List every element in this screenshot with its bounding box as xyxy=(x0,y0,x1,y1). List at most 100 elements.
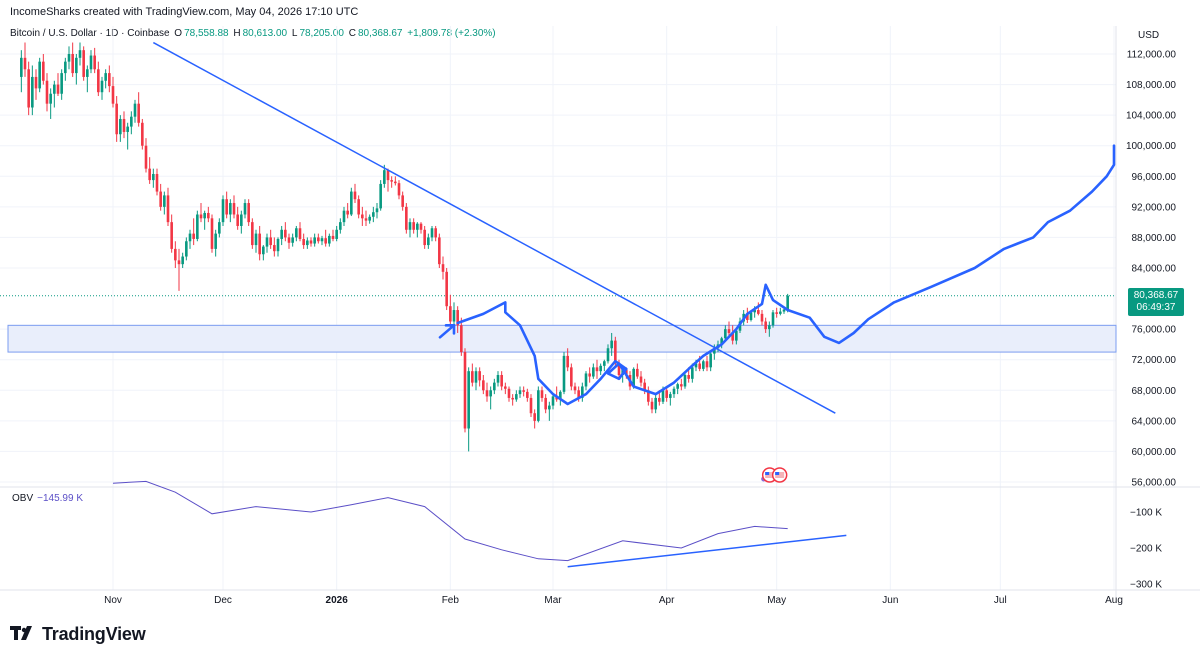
candle-body xyxy=(390,180,393,182)
close-value: 80,368.67 xyxy=(357,28,403,39)
candle-body xyxy=(144,145,148,169)
obv-tick-label: −300 K xyxy=(1130,580,1162,591)
candle-body xyxy=(592,367,595,377)
candle-body xyxy=(650,401,654,410)
bar-countdown: 06:49:37 xyxy=(1136,302,1176,313)
candle-body xyxy=(526,391,529,398)
candle-body xyxy=(771,312,775,326)
candle-body xyxy=(394,181,397,184)
candle-body xyxy=(64,61,67,74)
candle-body xyxy=(163,195,166,207)
candle-body xyxy=(562,355,566,392)
candle-body xyxy=(412,222,415,230)
candle-body xyxy=(570,367,573,387)
price-tick-label: 96,000.00 xyxy=(1132,172,1177,183)
grid-lines xyxy=(0,26,1200,600)
candle-body xyxy=(97,69,100,93)
candle-body xyxy=(141,122,144,146)
close-label: C xyxy=(348,28,356,39)
candle-body xyxy=(353,191,357,200)
candle-body xyxy=(53,84,56,94)
candle-body xyxy=(680,384,683,387)
current-price-value: 80,368.67 xyxy=(1133,290,1179,301)
candle-body xyxy=(423,229,426,246)
candle-body xyxy=(416,223,419,230)
candle-body xyxy=(757,310,760,314)
candle-body xyxy=(196,214,199,239)
candle-body xyxy=(661,390,665,402)
candle-body xyxy=(584,373,588,387)
candle-body xyxy=(335,229,338,239)
support-zone xyxy=(0,295,1117,353)
candle-body xyxy=(724,329,727,339)
candle-body xyxy=(408,222,412,230)
candle-body xyxy=(658,397,661,402)
currency-label[interactable]: USD xyxy=(1138,30,1160,41)
candle-body xyxy=(427,237,430,246)
candle-body xyxy=(214,233,217,249)
price-tick-label: 108,000.00 xyxy=(1126,80,1176,91)
candle-body xyxy=(383,170,386,184)
candle-body xyxy=(284,229,287,238)
candle-body xyxy=(86,69,89,77)
candle-body xyxy=(265,237,269,247)
candle-body xyxy=(342,210,346,223)
candle-body xyxy=(588,373,591,377)
candle-body xyxy=(764,321,767,330)
candle-body xyxy=(56,84,60,94)
low-value: 78,205.00 xyxy=(299,28,344,39)
candle-body xyxy=(709,353,712,368)
obv-name: OBV xyxy=(12,493,34,504)
candle-body xyxy=(540,390,544,398)
candle-body xyxy=(672,388,676,395)
candle-body xyxy=(339,222,342,230)
candle-body xyxy=(78,50,82,58)
candle-body xyxy=(218,222,221,234)
symbol-name[interactable]: Bitcoin / U.S. Dollar · 1D · Coinbase xyxy=(10,28,170,39)
candle-body xyxy=(188,233,192,242)
candle-body xyxy=(328,235,331,244)
candle-body xyxy=(82,50,85,77)
candle-body xyxy=(698,363,701,369)
candle-body xyxy=(280,229,283,239)
price-axis: 112,000.00 108,000.00 104,000.00 100,000.00… xyxy=(1126,50,1176,591)
candle-body xyxy=(372,212,375,217)
candle-body xyxy=(625,369,628,375)
candle-body xyxy=(291,237,294,243)
tradingview-logo[interactable]: TradingView xyxy=(10,624,146,645)
candle-body xyxy=(768,325,771,330)
candle-body xyxy=(639,376,643,383)
candle-body xyxy=(471,371,474,383)
obv-legend[interactable]: OBV −145.99 K xyxy=(12,493,83,504)
high-value: 80,613.00 xyxy=(242,28,288,39)
candle-body xyxy=(306,240,309,246)
candle-body xyxy=(148,168,151,181)
tradingview-logo-icon xyxy=(10,624,36,645)
candle-body xyxy=(287,237,291,243)
candle-body xyxy=(166,195,170,223)
time-tick-label: Dec xyxy=(214,595,232,606)
candle-body xyxy=(617,363,621,375)
candle-body xyxy=(599,365,602,372)
candle-body xyxy=(478,371,481,381)
candle-body xyxy=(357,199,360,215)
candle-body xyxy=(434,228,437,238)
candle-body xyxy=(753,310,756,313)
candle-body xyxy=(705,361,709,368)
candle-body xyxy=(669,394,672,398)
candle-body xyxy=(331,235,335,239)
candle-body xyxy=(654,397,657,410)
time-tick-label: Aug xyxy=(1105,595,1123,606)
candle-body xyxy=(691,367,694,379)
time-tick-label: Jul xyxy=(994,595,1007,606)
candle-body xyxy=(298,228,302,239)
time-tick-label: 2026 xyxy=(326,595,349,606)
price-tick-label: 72,000.00 xyxy=(1132,355,1177,366)
candle-body xyxy=(460,325,463,353)
candle-body xyxy=(100,80,104,93)
tradingview-logo-text: TradingView xyxy=(42,624,146,644)
candle-body xyxy=(225,199,228,215)
obv-trendline xyxy=(567,534,847,568)
